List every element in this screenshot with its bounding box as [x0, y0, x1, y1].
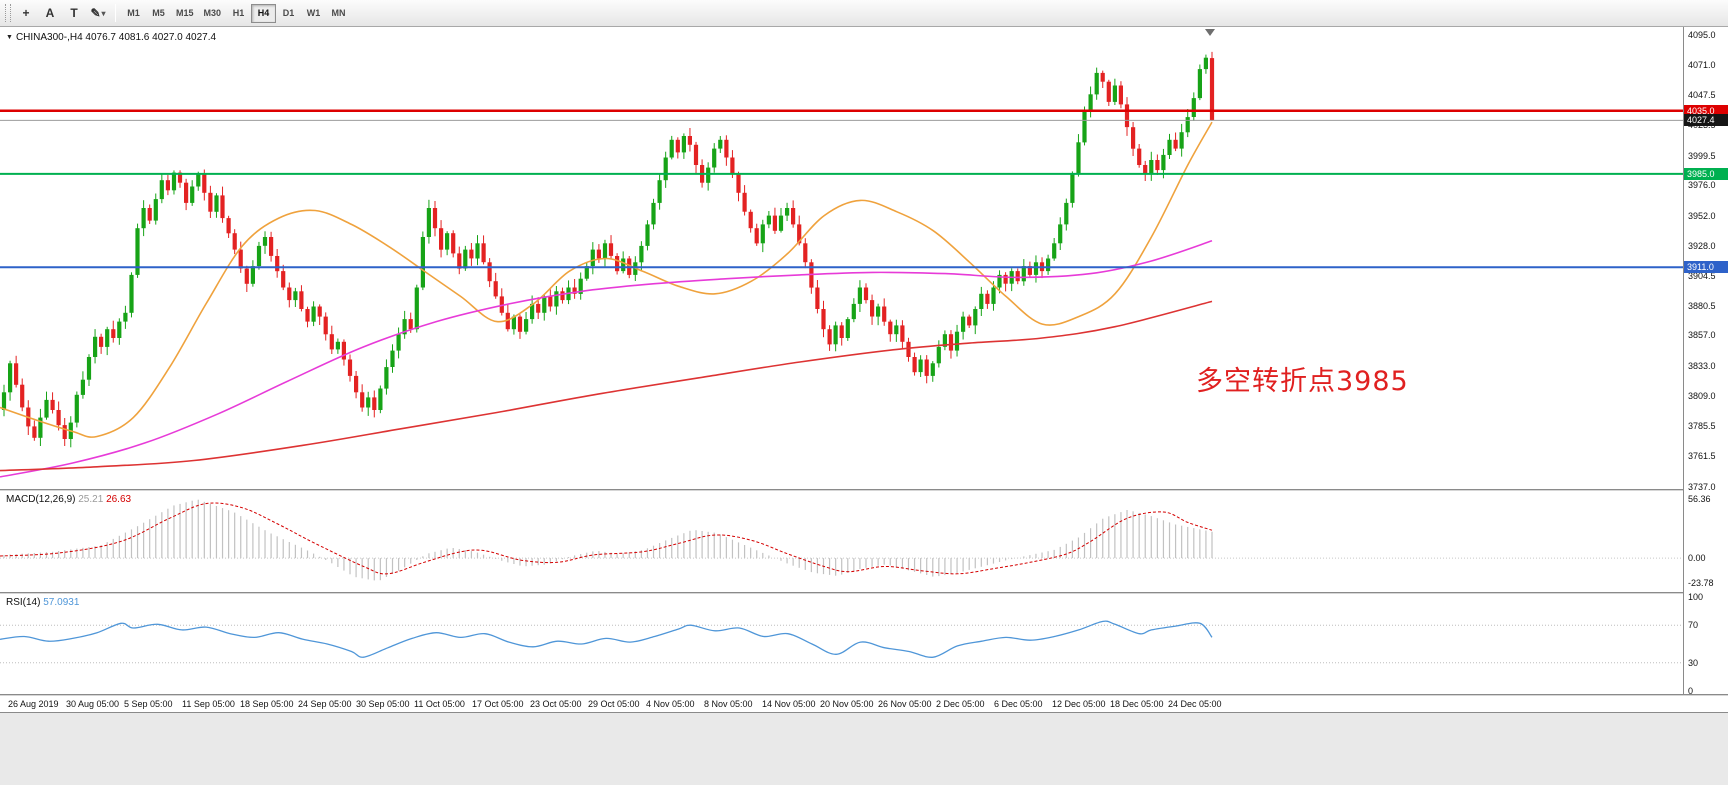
timeframe-m30-button[interactable]: M30	[199, 4, 227, 23]
macd-name: MACD(12,26,9)	[6, 494, 76, 505]
collapse-triangle-icon[interactable]: ▼	[6, 34, 13, 41]
date-tick-label: 8 Nov 05:00	[704, 699, 753, 709]
price-tick-label: 3952.0	[1688, 210, 1716, 221]
macd-indicator-label: MACD(12,26,9) 25.21 26.63	[6, 494, 131, 505]
drawing-tool-button[interactable]: ✎ ▾	[86, 3, 110, 23]
price-tick-label: 3928.0	[1688, 240, 1716, 251]
crosshair-tool-button[interactable]: +	[14, 3, 38, 23]
macd-scale-label: -23.78	[1688, 578, 1714, 588]
date-tick-label: 24 Dec 05:00	[1168, 699, 1222, 709]
price-tick-label: 3785.5	[1688, 420, 1716, 431]
tool-button-group: + A T ✎ ▾	[14, 3, 110, 23]
macd-scale-label: 56.36	[1688, 494, 1711, 504]
price-line-badge: 3985.0	[1684, 167, 1728, 180]
pane-splitter[interactable]	[0, 694, 1728, 696]
price-line-badge: 4035.0	[1684, 104, 1728, 117]
text-tool-button[interactable]: T	[62, 3, 86, 23]
timeframe-mn-button[interactable]: MN	[326, 4, 351, 23]
toolbar-separator	[115, 4, 116, 22]
price-tick-label: 3737.0	[1688, 482, 1716, 492]
price-tick-label: 3833.0	[1688, 360, 1716, 371]
rsi-scale-label: 70	[1688, 620, 1699, 631]
crosshair-tool-icon: +	[22, 6, 30, 20]
rsi-name: RSI(14)	[6, 597, 41, 608]
price-chart-pane: ▼ CHINA300-,H4 4076.7 4081.6 4027.0 4027.…	[0, 27, 1683, 489]
macd-scale-label: 0.00	[1688, 553, 1706, 564]
rsi-canvas[interactable]	[0, 594, 1683, 694]
timeframe-w1-button[interactable]: W1	[301, 4, 326, 23]
rsi-scale-label: 30	[1688, 657, 1699, 668]
date-tick-label: 11 Oct 05:00	[414, 699, 465, 709]
timeframe-button-group: M1 M5 M15 M30 H1 H4 D1 W1 MN	[121, 3, 351, 23]
price-tick-label: 4047.5	[1688, 89, 1716, 100]
price-tick-label: 3809.0	[1688, 391, 1716, 402]
chevron-down-icon: ▾	[101, 8, 106, 18]
date-tick-label: 11 Sep 05:00	[182, 699, 235, 709]
date-tick-label: 23 Oct 05:00	[530, 699, 582, 709]
chart-shift-marker-icon[interactable]	[1205, 29, 1215, 36]
date-tick-label: 29 Oct 05:00	[588, 699, 640, 709]
time-axis[interactable]: 26 Aug 2019 30 Aug 05:00 5 Sep 05:00 11 Sep…	[0, 696, 1728, 713]
timeframe-h1-button[interactable]: H1	[226, 4, 251, 23]
date-tick-label: 30 Sep 05:00	[356, 699, 410, 709]
pane-splitter[interactable]	[0, 489, 1728, 491]
timeframe-h4-button[interactable]: H4	[251, 3, 277, 23]
price-line-badge: 3911.0	[1684, 261, 1728, 274]
price-tick-label: 3880.5	[1688, 300, 1716, 311]
date-tick-label: 2 Dec 05:00	[936, 699, 985, 709]
timeframe-m5-button[interactable]: M5	[146, 4, 171, 23]
date-tick-label: 14 Nov 05:00	[762, 699, 816, 709]
date-tick-label: 5 Sep 05:00	[124, 699, 173, 709]
price-tick-label: 4095.0	[1688, 30, 1716, 40]
toolbar: + A T ✎ ▾ M1 M5 M15 M30 H1 H4 D1 W1 MN	[0, 0, 1728, 27]
price-tick-label: 3857.0	[1688, 330, 1716, 341]
rsi-value: 57.0931	[43, 597, 80, 608]
text-tool-icon: T	[70, 6, 78, 20]
date-tick-label: 26 Aug 2019	[8, 699, 59, 709]
chart-annotation-text[interactable]: 多空转折点3985	[1196, 366, 1409, 398]
date-tick-label: 4 Nov 05:00	[646, 699, 695, 709]
price-chart-canvas[interactable]	[0, 27, 1683, 489]
date-tick-label: 12 Dec 05:00	[1052, 699, 1106, 709]
pane-splitter[interactable]	[0, 592, 1728, 594]
date-tick-label: 30 Aug 05:00	[66, 699, 120, 709]
date-tick-label: 18 Sep 05:00	[240, 699, 294, 709]
timeframe-m15-button[interactable]: M15	[171, 4, 199, 23]
date-tick-label: 18 Dec 05:00	[1110, 699, 1164, 709]
date-tick-label: 24 Sep 05:00	[298, 699, 352, 709]
rsi-scale-label: 0	[1688, 686, 1694, 696]
macd-main-value: 25.21	[78, 494, 104, 505]
date-tick-label: 26 Nov 05:00	[878, 699, 932, 709]
timeframe-m1-button[interactable]: M1	[121, 4, 146, 23]
price-tick-label: 3999.5	[1688, 150, 1716, 161]
price-line-badge: 4027.4	[1684, 114, 1728, 127]
price-tick-label: 3904.5	[1688, 270, 1716, 281]
date-tick-label: 6 Dec 05:00	[994, 699, 1043, 709]
price-axis[interactable]: 4095.04071.04047.54023.53999.53976.03952…	[1683, 27, 1728, 696]
timeframe-d1-button[interactable]: D1	[276, 4, 301, 23]
text-label-tool-icon: A	[45, 6, 55, 20]
rsi-pane: RSI(14) 57.0931	[0, 594, 1683, 694]
price-tick-label: 3976.0	[1688, 180, 1716, 191]
macd-canvas[interactable]	[0, 491, 1683, 592]
rsi-scale-label: 100	[1688, 592, 1704, 602]
macd-signal-value: 26.63	[106, 494, 132, 505]
price-tick-label: 3761.5	[1688, 451, 1716, 462]
macd-pane: MACD(12,26,9) 25.21 26.63	[0, 491, 1683, 592]
date-tick-label: 20 Nov 05:00	[820, 699, 874, 709]
toolbar-grip[interactable]	[5, 4, 11, 22]
symbol-ohlc-text: CHINA300-,H4 4076.7 4081.6 4027.0 4027.4	[15, 32, 217, 43]
date-tick-label: 17 Oct 05:00	[472, 699, 524, 709]
price-tick-label: 4071.0	[1688, 60, 1716, 71]
rsi-indicator-label: RSI(14) 57.0931	[6, 597, 79, 608]
text-label-tool-button[interactable]: A	[38, 3, 62, 23]
chart-symbol-title: ▼ CHINA300-,H4 4076.7 4081.6 4027.0 4027.…	[6, 32, 216, 43]
drawing-tool-icon: ✎	[90, 6, 101, 20]
